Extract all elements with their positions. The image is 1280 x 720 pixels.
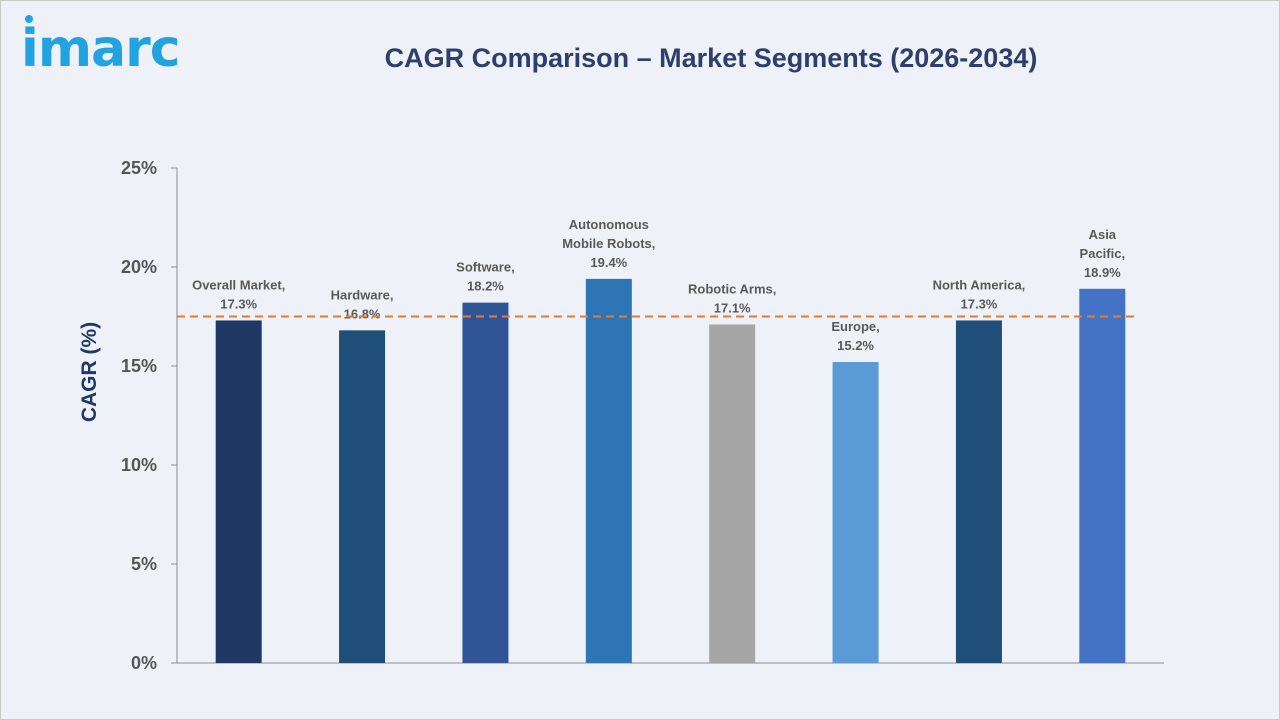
data-label: 15.2% (837, 338, 874, 353)
data-label: 19.4% (590, 255, 627, 270)
data-label: Software, (456, 260, 515, 275)
chart-title: CAGR Comparison – Market Segments (2026-… (384, 43, 1038, 73)
y-tick-label: 25% (121, 158, 157, 178)
chart-data-labels: Overall Market, 17.3% Hardware, 16.8% Softwa… (177, 217, 1136, 353)
y-axis-label: CAGR (%) (78, 322, 101, 422)
data-label: Europe, (831, 319, 879, 334)
bar (462, 302, 509, 663)
data-label: Autonomous (569, 217, 649, 232)
bar (709, 324, 756, 663)
data-label: Robotic Arms, (688, 281, 776, 296)
imarc-logo: imarc (21, 19, 181, 79)
data-label: Mobile Robots, (562, 236, 655, 251)
y-tick-label: 10% (121, 455, 157, 475)
chart-bars (215, 278, 1126, 663)
data-label: 17.3% (220, 296, 257, 311)
bar (1079, 288, 1126, 663)
y-tick-label: 20% (121, 257, 157, 277)
bar (585, 278, 632, 663)
bar (339, 330, 386, 663)
data-label: 17.1% (714, 300, 751, 315)
y-tick-label: 15% (121, 356, 157, 376)
bar (832, 362, 879, 663)
data-label: Asia (1089, 227, 1117, 242)
y-tick-label: 0% (131, 653, 157, 673)
data-label: Overall Market, (192, 277, 285, 292)
data-label: 16.8% (344, 306, 381, 321)
y-tick-label: 5% (131, 554, 157, 574)
bar (215, 320, 262, 663)
bar (955, 320, 1002, 663)
data-label: 17.3% (961, 296, 998, 311)
data-label: Hardware, (331, 287, 394, 302)
logo-dot (25, 15, 33, 23)
data-label: Pacific, (1080, 246, 1126, 261)
data-label: 18.2% (467, 279, 504, 294)
data-label: 18.9% (1084, 265, 1121, 280)
data-label: North America, (933, 277, 1026, 292)
